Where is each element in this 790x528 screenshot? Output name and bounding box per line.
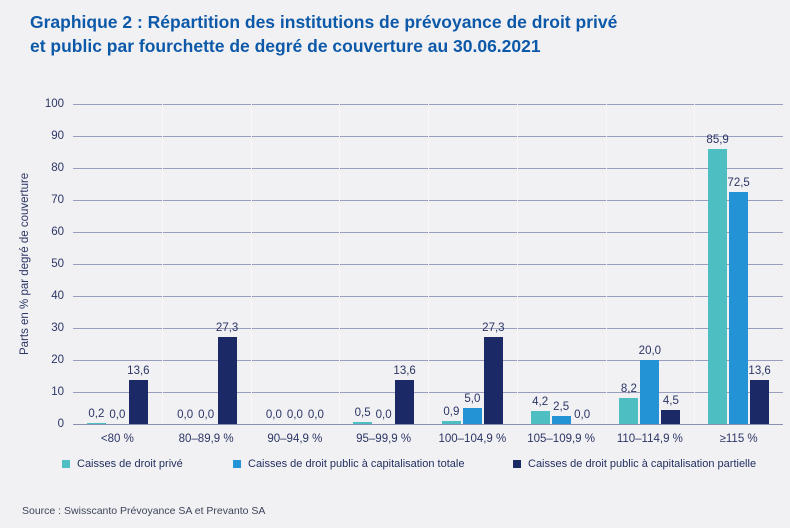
bar-value-label: 0,0 [177, 409, 194, 421]
bar-value-label: 0,0 [375, 409, 392, 421]
y-axis-ticks: 0 10 20 30 40 50 60 70 80 90 100 [30, 98, 64, 430]
bar-value-label: 27,3 [482, 322, 505, 334]
bar-group: 0,0 0,0 27,3 80–89,9 % [162, 104, 251, 445]
bar-value-label: 20,0 [638, 345, 662, 357]
bar-value-label: 4,2 [532, 396, 549, 408]
bar-value-label: 0,0 [109, 409, 126, 421]
category-separator [694, 104, 696, 424]
bar: 0,5 [353, 407, 373, 424]
legend-item: Caisses de droit public à capitalisation… [513, 458, 756, 470]
legend-swatch [62, 460, 70, 468]
bar: 4,5 [661, 395, 681, 424]
bar-group: 0,5 0,0 13,6 95–99,9 % [339, 104, 428, 445]
source-note: Source : Swisscanto Prévoyance SA et Pre… [22, 505, 266, 517]
bar: 27,3 [482, 322, 505, 424]
category-label: 95–99,9 % [356, 433, 412, 445]
bar-value-label: 13,6 [748, 365, 771, 377]
bar: 0,2 [86, 408, 106, 424]
bar-value-label: 13,6 [127, 365, 150, 377]
chart-title: Graphique 2 : Répartition des institutio… [30, 10, 617, 58]
category-label: 100–104,9 % [438, 433, 507, 445]
bar-value-label: 0,0 [265, 409, 282, 421]
bar-group: 0,9 5,0 27,3 100–104,9 % [428, 104, 517, 445]
category-label: 90–94,9 % [267, 433, 323, 445]
y-tick-label: 20 [51, 354, 64, 366]
chart-title-line2: et public par fourchette de degré de cou… [30, 36, 541, 56]
legend-swatch [233, 460, 241, 468]
y-tick-label: 100 [44, 98, 64, 110]
y-tick-label: 30 [51, 322, 64, 334]
bar-value-label: 0,0 [286, 409, 303, 421]
category-label: <80 % [100, 433, 134, 445]
bar-value-label: 0,2 [88, 408, 105, 420]
category-separator [339, 104, 341, 424]
bar-group: 0,0 0,0 0,0 90–94,9 % [251, 104, 340, 445]
bar-value-label: 0,0 [307, 409, 324, 421]
y-tick-label: 40 [51, 290, 64, 302]
legend-label: Caisses de droit public à capitalisation… [528, 458, 757, 470]
bar-value-label: 4,5 [662, 395, 679, 407]
bar: 13,6 [127, 365, 150, 424]
legend-label: Caisses de droit public à capitalisation… [248, 458, 465, 470]
category-label: 110–114,9 % [616, 433, 683, 445]
bar: 13,6 [393, 365, 416, 424]
bar: 2,5 [551, 401, 571, 424]
bar: 20,0 [639, 345, 661, 424]
bar: 8,2 [619, 383, 639, 424]
category-separator [516, 104, 518, 424]
bar-value-label: 0,0 [574, 409, 591, 421]
bar: 0,9 [441, 406, 461, 424]
category-separator [250, 104, 252, 424]
category-label: 80–89,9 % [178, 433, 234, 445]
bar-group: 8,2 20,0 4,5 110–114,9 % [606, 104, 695, 445]
bar: 4,2 [530, 396, 550, 424]
bar: 27,3 [216, 322, 238, 424]
bar-value-label: 72,5 [727, 177, 750, 189]
legend: Caisses de droit privé Caisses de droit p… [0, 458, 790, 474]
y-tick-label: 0 [57, 418, 64, 430]
bar-value-label: 0,0 [198, 409, 215, 421]
bar-group: 0,2 0,0 13,6 <80 % [73, 104, 162, 445]
bar: 85,9 [706, 134, 729, 424]
bar-value-label: 5,0 [464, 393, 481, 405]
bar: 13,6 [748, 365, 771, 424]
category-separator [605, 104, 607, 424]
bar-value-label: 13,6 [393, 365, 416, 377]
bar-group: 85,9 72,5 13,6 ≥115 % [694, 104, 783, 445]
y-tick-label: 60 [51, 226, 64, 238]
bar-value-label: 0,5 [354, 407, 371, 419]
bar-value-label: 8,2 [620, 383, 637, 395]
legend-item: Caisses de droit public à capitalisation… [233, 458, 464, 470]
chart-title-line1: Graphique 2 : Répartition des institutio… [30, 12, 618, 32]
legend-swatch [513, 460, 521, 468]
y-tick-label: 80 [51, 162, 64, 174]
category-separator [161, 104, 163, 424]
bar-value-label: 0,9 [443, 406, 460, 418]
bar-value-label: 85,9 [706, 134, 729, 146]
bar: 5,0 [462, 393, 482, 424]
y-tick-label: 50 [51, 258, 64, 270]
y-tick-label: 10 [51, 386, 64, 398]
category-label: ≥115 % [719, 433, 758, 445]
y-tick-label: 90 [51, 130, 64, 142]
legend-label: Caisses de droit privé [77, 458, 183, 470]
category-label: 105–109,9 % [527, 433, 596, 445]
bar: 72,5 [727, 177, 750, 424]
plot-area: 0,2 0,0 13,6 <80 % 0,0 0,0 27,3 80–89,9 % 0,0 0,0… [73, 103, 783, 445]
bar-value-label: 27,3 [215, 322, 239, 334]
bar-value-label: 2,5 [553, 401, 570, 413]
category-separator [428, 104, 429, 424]
bar-group: 4,2 2,5 0,0 105–109,9 % [517, 104, 606, 445]
y-tick-label: 70 [51, 194, 64, 206]
legend-item: Caisses de droit privé [62, 458, 183, 470]
